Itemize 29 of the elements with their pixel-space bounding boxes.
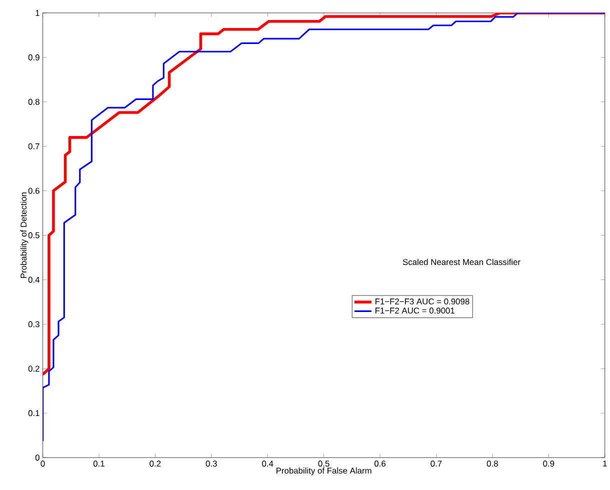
y-tick-label: 0.8 bbox=[28, 98, 40, 105]
x-tick-label: 0.9 bbox=[543, 460, 554, 466]
y-tick-label: 1 bbox=[36, 10, 40, 16]
x-tick-label: 0 bbox=[40, 460, 45, 466]
y-tick-label: 0.3 bbox=[28, 321, 40, 327]
y-tick-label: 0.6 bbox=[28, 188, 40, 194]
x-axis-title: Probability of False Alarm bbox=[276, 467, 372, 476]
line-series bbox=[42, 12, 605, 442]
y-tick-label: 0.5 bbox=[28, 232, 40, 238]
y-tick-label: 0.7 bbox=[28, 143, 40, 150]
legend-label: F1−F2−F3 AUC = 0.9098 bbox=[375, 298, 470, 304]
x-tick-label: 0.8 bbox=[486, 460, 498, 466]
x-tick-label: 0.4 bbox=[262, 460, 274, 466]
y-axis-title: Probability of Detection bbox=[20, 192, 28, 278]
x-tick-label: 0.5 bbox=[318, 460, 330, 466]
x-tick-label: 0.6 bbox=[374, 460, 386, 466]
y-tick-label: 0.2 bbox=[28, 365, 40, 372]
x-tick-label: 0.3 bbox=[206, 460, 217, 466]
annotation: Scaled Nearest Mean Classifier bbox=[402, 258, 520, 265]
x-tick-label: 0.2 bbox=[150, 460, 161, 466]
legend-label: F1−F2 AUC = 0.9001 bbox=[375, 307, 454, 314]
y-tick-label: 0.1 bbox=[28, 410, 40, 416]
y-tick-label: 0 bbox=[35, 454, 40, 460]
y-tick-label: 0.9 bbox=[28, 54, 40, 60]
x-tick-label: 1 bbox=[603, 460, 607, 466]
y-tick-label: 0.4 bbox=[28, 276, 40, 282]
line-series bbox=[42, 12, 605, 376]
x-tick-label: 0.7 bbox=[430, 460, 442, 466]
x-tick-label: 0.1 bbox=[93, 460, 104, 466]
